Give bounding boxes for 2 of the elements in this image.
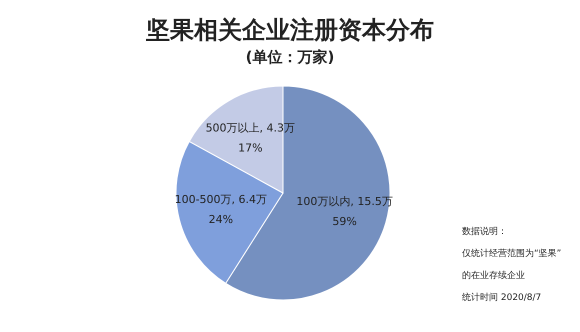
subtitle: (单位：万家) (246, 48, 334, 66)
title: 坚果相关企业注册资本分布 (146, 16, 434, 44)
